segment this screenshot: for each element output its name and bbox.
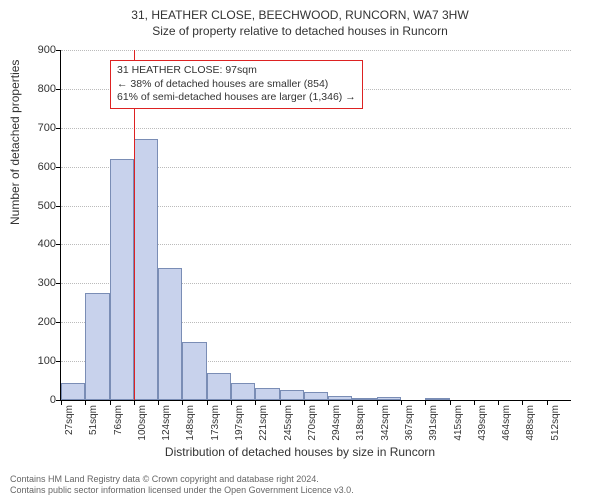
- xtick-label: 27sqm: [64, 405, 75, 435]
- histogram-bar: [110, 159, 134, 400]
- x-axis-label: Distribution of detached houses by size …: [0, 445, 600, 459]
- ytick-mark: [56, 206, 61, 207]
- page-title: 31, HEATHER CLOSE, BEECHWOOD, RUNCORN, W…: [0, 0, 600, 22]
- xtick-mark: [231, 400, 232, 405]
- xtick-label: 124sqm: [161, 405, 172, 441]
- xtick-mark: [450, 400, 451, 405]
- xtick-mark: [255, 400, 256, 405]
- ytick-label: 200: [16, 316, 56, 328]
- xtick-label: 197sqm: [234, 405, 245, 441]
- xtick-label: 488sqm: [525, 405, 536, 441]
- xtick-label: 76sqm: [113, 405, 124, 435]
- footer-line2: Contains public sector information licen…: [10, 485, 354, 496]
- xtick-mark: [182, 400, 183, 405]
- histogram-bar: [304, 392, 328, 400]
- xtick-label: 245sqm: [283, 405, 294, 441]
- ytick-label: 700: [16, 122, 56, 134]
- xtick-label: 367sqm: [404, 405, 415, 441]
- xtick-mark: [401, 400, 402, 405]
- histogram-bar: [134, 139, 158, 400]
- ytick-mark: [56, 361, 61, 362]
- xtick-label: 439sqm: [477, 405, 488, 441]
- ytick-mark: [56, 244, 61, 245]
- xtick-label: 221sqm: [258, 405, 269, 441]
- footer: Contains HM Land Registry data © Crown c…: [10, 474, 354, 497]
- histogram-bar: [231, 383, 255, 401]
- annotation-box: 31 HEATHER CLOSE: 97sqm ← 38% of detache…: [110, 60, 363, 109]
- xtick-mark: [61, 400, 62, 405]
- xtick-label: 342sqm: [380, 405, 391, 441]
- xtick-mark: [328, 400, 329, 405]
- annotation-line3: 61% of semi-detached houses are larger (…: [117, 91, 356, 105]
- ytick-label: 600: [16, 161, 56, 173]
- xtick-label: 318sqm: [355, 405, 366, 441]
- gridline: [61, 128, 571, 129]
- ytick-label: 100: [16, 355, 56, 367]
- xtick-label: 294sqm: [331, 405, 342, 441]
- ytick-mark: [56, 322, 61, 323]
- histogram-bar: [425, 398, 449, 400]
- histogram-bar: [377, 397, 401, 400]
- xtick-label: 391sqm: [428, 405, 439, 441]
- xtick-label: 100sqm: [137, 405, 148, 441]
- xtick-mark: [474, 400, 475, 405]
- histogram-bar: [85, 293, 109, 400]
- xtick-mark: [304, 400, 305, 405]
- ytick-label: 0: [16, 394, 56, 406]
- ytick-label: 900: [16, 44, 56, 56]
- gridline: [61, 50, 571, 51]
- page-subtitle: Size of property relative to detached ho…: [0, 22, 600, 38]
- xtick-mark: [498, 400, 499, 405]
- xtick-label: 270sqm: [307, 405, 318, 441]
- ytick-mark: [56, 283, 61, 284]
- annotation-line1: 31 HEATHER CLOSE: 97sqm: [117, 64, 356, 78]
- xtick-mark: [85, 400, 86, 405]
- ytick-mark: [56, 128, 61, 129]
- ytick-label: 500: [16, 200, 56, 212]
- xtick-label: 51sqm: [88, 405, 99, 435]
- xtick-mark: [110, 400, 111, 405]
- xtick-mark: [134, 400, 135, 405]
- ytick-mark: [56, 89, 61, 90]
- xtick-mark: [425, 400, 426, 405]
- histogram-bar: [280, 390, 304, 400]
- histogram-bar: [328, 396, 352, 400]
- footer-line1: Contains HM Land Registry data © Crown c…: [10, 474, 354, 485]
- xtick-mark: [377, 400, 378, 405]
- xtick-mark: [207, 400, 208, 405]
- annotation-line2: ← 38% of detached houses are smaller (85…: [117, 78, 356, 92]
- histogram-bar: [61, 383, 85, 401]
- histogram-bar: [182, 342, 206, 400]
- xtick-label: 173sqm: [210, 405, 221, 441]
- histogram-bar: [352, 398, 376, 400]
- ytick-label: 300: [16, 277, 56, 289]
- xtick-label: 148sqm: [185, 405, 196, 441]
- xtick-mark: [522, 400, 523, 405]
- ytick-label: 800: [16, 83, 56, 95]
- histogram-bar: [255, 388, 279, 400]
- ytick-label: 400: [16, 238, 56, 250]
- chart-area: 010020030040050060070080090027sqm51sqm76…: [60, 50, 570, 400]
- ytick-mark: [56, 167, 61, 168]
- histogram-bar: [207, 373, 231, 400]
- xtick-mark: [158, 400, 159, 405]
- xtick-label: 512sqm: [550, 405, 561, 441]
- ytick-mark: [56, 50, 61, 51]
- histogram-bar: [158, 268, 182, 400]
- xtick-mark: [280, 400, 281, 405]
- xtick-label: 464sqm: [501, 405, 512, 441]
- xtick-mark: [547, 400, 548, 405]
- xtick-label: 415sqm: [453, 405, 464, 441]
- xtick-mark: [352, 400, 353, 405]
